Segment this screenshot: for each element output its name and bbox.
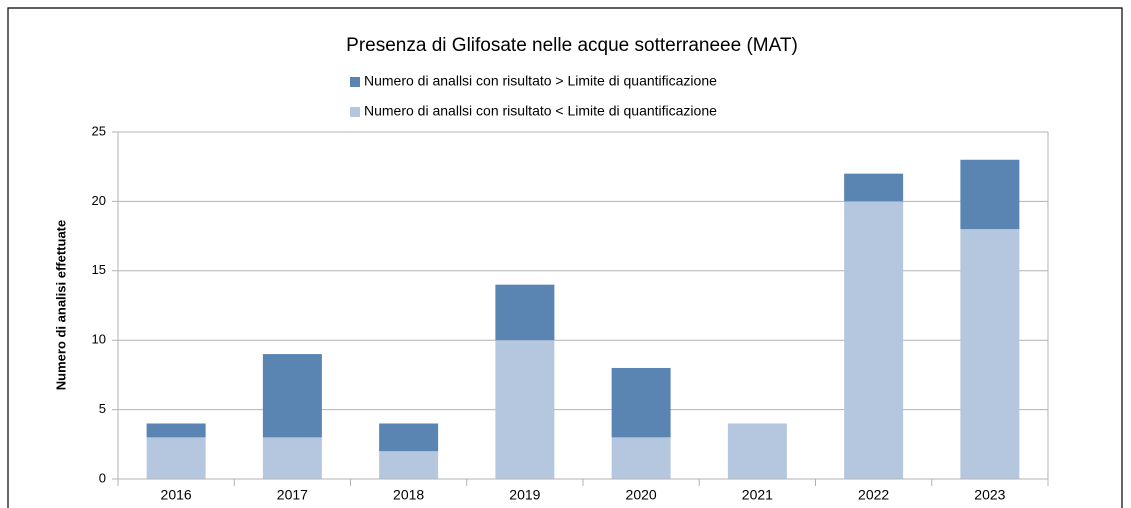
x-tick-label: 2022 bbox=[858, 487, 889, 503]
bar-segment bbox=[379, 423, 439, 452]
x-tick-label: 2017 bbox=[277, 487, 308, 503]
x-tick-label: 2018 bbox=[393, 487, 424, 503]
y-axis-title: Numero di analisi effettuate bbox=[53, 220, 68, 390]
y-tick-label: 20 bbox=[92, 193, 106, 208]
legend-label: Numero di anallsi con risultato > Limite… bbox=[364, 73, 717, 89]
bar-segment bbox=[495, 284, 555, 341]
y-tick-label: 5 bbox=[99, 401, 106, 416]
bar-segment bbox=[844, 173, 904, 202]
bar-segment bbox=[727, 423, 787, 479]
chart-border bbox=[7, 7, 1123, 508]
y-tick-label: 10 bbox=[92, 332, 106, 347]
bar-segment bbox=[960, 229, 1020, 479]
y-tick-label: 15 bbox=[92, 262, 106, 277]
bar-segment bbox=[379, 451, 439, 479]
bar-segment bbox=[146, 437, 206, 479]
x-tick-label: 2021 bbox=[742, 487, 773, 503]
bar-segment bbox=[611, 367, 671, 438]
bar-segment bbox=[262, 354, 322, 438]
chart-title: Presenza di Glifosate nelle acque sotter… bbox=[346, 35, 798, 56]
x-tick-label: 2023 bbox=[974, 487, 1005, 503]
legend-swatch bbox=[350, 77, 360, 87]
bar-segment bbox=[146, 423, 206, 438]
bar-segment bbox=[844, 201, 904, 479]
x-tick-label: 2019 bbox=[509, 487, 540, 503]
legend-label: Numero di anallsi con risultato < Limite… bbox=[364, 103, 717, 119]
bar-segment bbox=[495, 340, 555, 479]
legend-swatch bbox=[350, 107, 360, 117]
x-tick-label: 2016 bbox=[161, 487, 192, 503]
y-tick-label: 0 bbox=[99, 470, 106, 485]
x-tick-label: 2020 bbox=[626, 487, 657, 503]
bar-segment bbox=[262, 437, 322, 479]
bar-segment bbox=[960, 159, 1020, 230]
y-tick-label: 25 bbox=[92, 123, 106, 138]
bar-segment bbox=[611, 437, 671, 479]
